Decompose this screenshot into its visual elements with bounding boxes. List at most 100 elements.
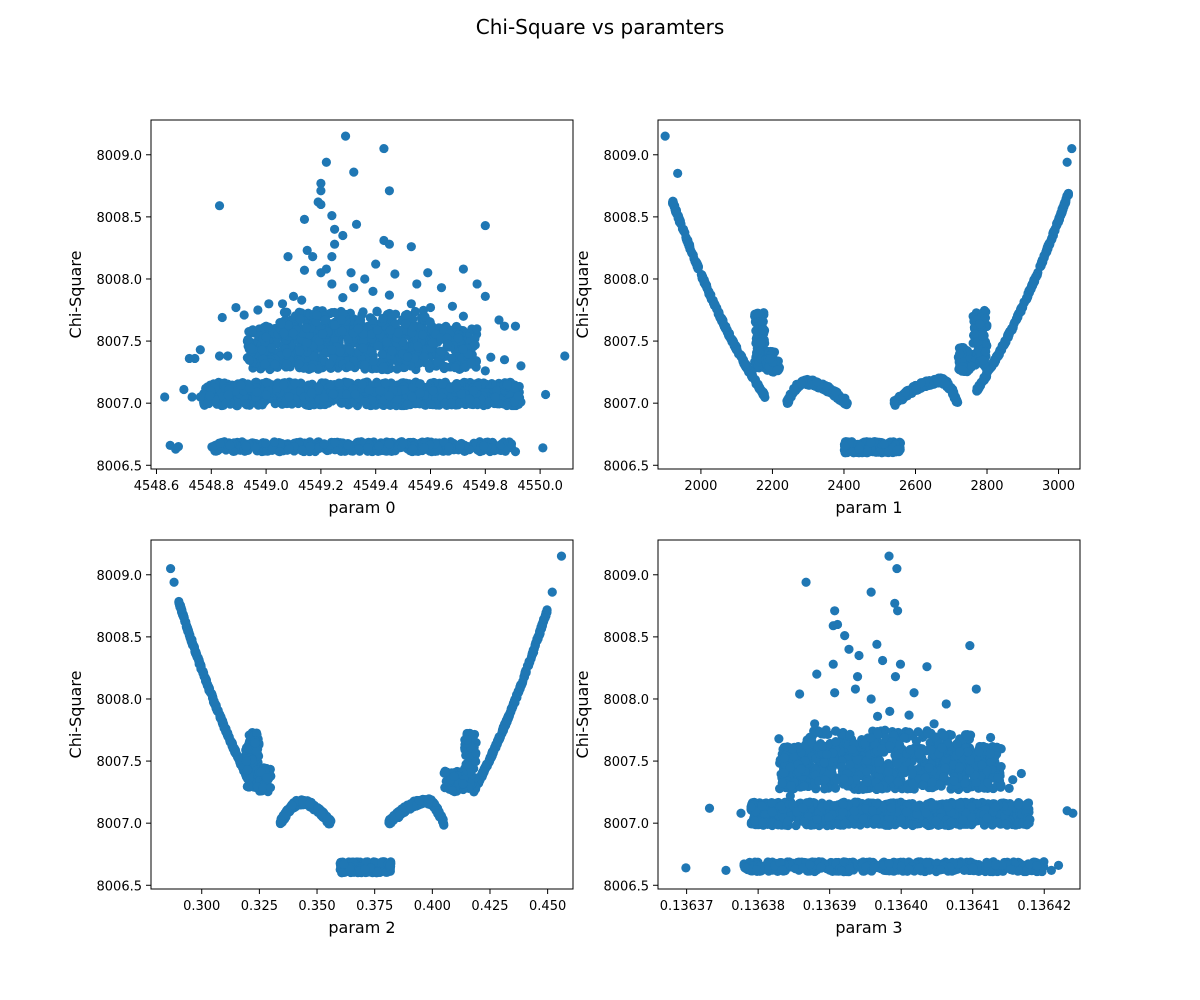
data-point — [294, 359, 304, 369]
data-point — [510, 321, 521, 331]
y-axis-label: Chi-Square — [573, 251, 592, 339]
data-point — [393, 328, 403, 338]
data-point — [307, 363, 317, 373]
data-point — [758, 325, 768, 335]
data-point — [731, 345, 742, 355]
data-point — [480, 220, 490, 231]
data-point — [540, 612, 550, 623]
data-point — [282, 348, 292, 358]
data-point — [705, 291, 716, 302]
data-point — [160, 392, 170, 402]
data-point — [1022, 294, 1032, 304]
data-point — [275, 446, 285, 457]
y-tick-label: 8009.0 — [97, 149, 143, 164]
data-point — [261, 377, 271, 387]
data-point — [387, 346, 397, 356]
data-point — [360, 397, 370, 407]
data-point — [252, 728, 262, 738]
data-point — [464, 394, 475, 404]
data-point — [351, 219, 362, 229]
data-point — [444, 442, 454, 452]
data-point — [316, 186, 326, 196]
data-point — [359, 360, 370, 370]
data-point — [338, 230, 348, 241]
data-point — [839, 397, 849, 408]
data-point — [265, 782, 276, 793]
data-point — [900, 387, 910, 397]
data-point — [379, 143, 389, 154]
data-point — [472, 279, 482, 289]
data-point — [338, 293, 348, 303]
data-point — [214, 201, 225, 211]
data-point — [538, 443, 548, 453]
data-point — [250, 738, 260, 748]
data-point — [260, 359, 270, 369]
data-point — [466, 357, 477, 368]
data-point — [276, 318, 286, 329]
data-point — [240, 398, 250, 409]
data-point — [223, 390, 233, 400]
x-tick-label: 4549.8 — [463, 479, 509, 494]
data-point — [425, 302, 436, 313]
data-point — [892, 445, 902, 455]
data-point — [278, 380, 289, 390]
data-point — [382, 337, 392, 347]
data-point — [244, 383, 255, 393]
data-point — [390, 319, 401, 329]
data-point — [264, 299, 274, 309]
data-point — [290, 378, 300, 388]
y-tick-label: 8007.5 — [604, 335, 650, 350]
data-point — [336, 315, 347, 325]
data-point — [772, 365, 782, 375]
data-point — [372, 867, 383, 877]
data-point — [866, 437, 876, 448]
data-point — [862, 444, 872, 455]
data-point — [471, 756, 481, 767]
y-tick-label: 8008.0 — [97, 273, 143, 288]
data-point — [372, 325, 383, 335]
x-axis-label: param 0 — [328, 498, 395, 517]
data-point — [916, 378, 926, 388]
data-point — [402, 399, 413, 410]
data-point — [308, 252, 318, 262]
x-tick-label: 4548.6 — [134, 479, 180, 494]
data-point — [449, 771, 459, 781]
data-point — [854, 444, 864, 454]
data-point — [1060, 199, 1070, 209]
data-point — [299, 214, 310, 224]
data-point — [360, 864, 370, 874]
data-point — [384, 186, 394, 196]
data-point — [499, 724, 509, 734]
data-point — [462, 735, 472, 745]
data-point — [390, 309, 401, 319]
x-tick-label: 2400 — [827, 479, 860, 494]
data-point — [190, 647, 200, 658]
data-point — [204, 685, 214, 696]
data-point — [209, 696, 219, 706]
data-point — [757, 317, 767, 327]
data-point — [513, 391, 523, 401]
y-tick-label: 8007.5 — [97, 335, 143, 350]
data-point — [470, 340, 480, 350]
x-tick-label: 4549.4 — [353, 479, 399, 494]
data-point — [324, 359, 335, 369]
data-point — [440, 768, 450, 778]
x-tick-label: 2000 — [684, 479, 717, 494]
data-point — [341, 389, 352, 399]
data-point — [371, 259, 381, 269]
data-point — [994, 349, 1004, 360]
y-tick-label: 8009.0 — [604, 149, 650, 164]
data-point — [426, 399, 436, 410]
data-point — [472, 324, 482, 334]
data-point — [419, 442, 430, 453]
data-point — [320, 315, 330, 325]
data-point — [423, 359, 433, 369]
figure-title: Chi-Square vs paramters — [475, 15, 725, 39]
data-point — [440, 361, 450, 372]
data-point — [252, 387, 262, 397]
data-point — [684, 239, 694, 249]
data-point — [279, 328, 289, 338]
data-point — [450, 363, 460, 373]
data-point — [756, 337, 766, 347]
data-point — [327, 345, 337, 355]
